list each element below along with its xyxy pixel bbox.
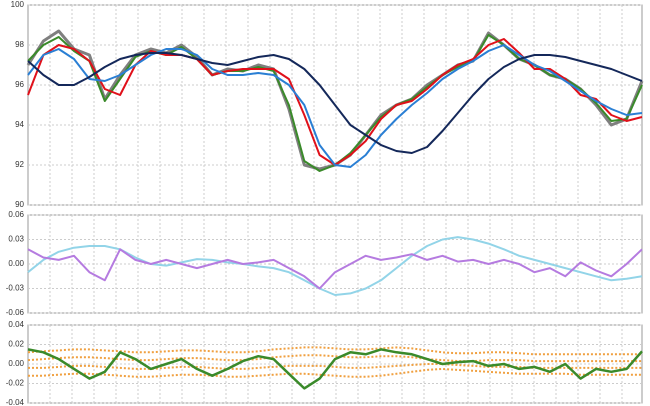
- series-line: [28, 367, 642, 378]
- series-line: [27, 354, 642, 363]
- y-tick-label: -0.04: [6, 398, 25, 406]
- y-tick-label: 0.04: [8, 320, 24, 329]
- y-tick-label: 0.00: [8, 259, 24, 268]
- series-line: [27, 348, 643, 390]
- series-line: [27, 52, 643, 154]
- plot-area: [27, 324, 643, 404]
- y-tick-label: 92: [15, 160, 24, 169]
- series-line: [27, 248, 643, 290]
- y-tick-label: 0.02: [8, 340, 24, 349]
- y-tick-label: 0.03: [8, 235, 24, 244]
- series-line: [27, 236, 643, 296]
- y-tick-label: -0.03: [6, 284, 25, 293]
- y-tick-label: 90: [15, 200, 24, 209]
- y-tick-label: 96: [15, 80, 24, 89]
- y-tick-label: 100: [11, 0, 25, 9]
- series-line: [27, 44, 643, 168]
- y-tick-label: 0.00: [8, 359, 24, 368]
- y-tick-label: 98: [15, 40, 24, 49]
- series-line: [27, 346, 642, 356]
- y-tick-label: 0.06: [8, 210, 24, 219]
- y-tick-label: -0.06: [6, 308, 25, 317]
- y-tick-label: 94: [15, 120, 24, 129]
- y-tick-label: -0.02: [6, 379, 25, 388]
